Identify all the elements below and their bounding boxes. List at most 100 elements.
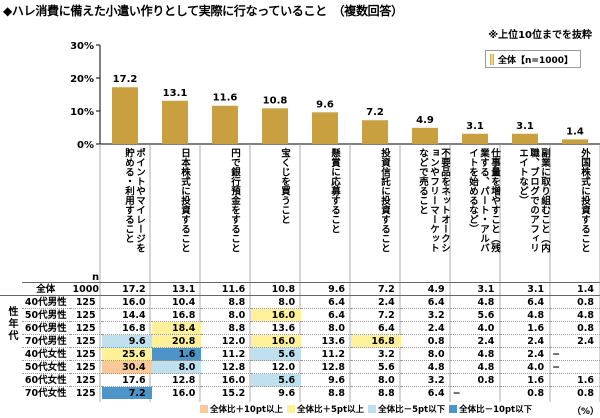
- table-cell: 17.2: [101, 282, 152, 296]
- table-cell: 7.2: [101, 386, 152, 399]
- bar-value-label: 11.6: [213, 93, 238, 104]
- row-label: 50代女性: [21, 360, 70, 374]
- bar: [412, 127, 438, 144]
- y-tick-label: 20%: [70, 74, 94, 85]
- table-cell: 4.8: [450, 360, 501, 374]
- table-cell: −: [450, 386, 501, 399]
- row-label: 70代女性: [21, 386, 70, 399]
- table-cell: 0.8: [550, 295, 600, 309]
- row-n: 125: [69, 373, 102, 387]
- top10-note: ※上位10位までを抜粋: [488, 30, 592, 41]
- table-cell: 1.4: [550, 282, 600, 296]
- bar: [312, 112, 338, 144]
- table-cell: 6.4: [301, 308, 351, 322]
- table-cell: 16.8: [101, 321, 152, 335]
- table-cell: 5.6: [251, 373, 302, 387]
- category-label: 日本株式に投資すること: [179, 148, 190, 253]
- bar-value-label: 7.2: [366, 107, 384, 118]
- unit-label: （%）: [572, 407, 600, 417]
- table-cell: 7.2: [350, 308, 401, 322]
- table-row: 50代男性 125 14.4 16.8 8.0 16.0 6.4 7.2 3.2 5.6 4.8 4.…: [0, 308, 600, 322]
- category-label: 副業に取り組むこと（内 職、ブログでのアフィリ エイトなど）: [517, 148, 550, 253]
- table-cell: 8.0: [301, 321, 351, 335]
- table-cell: 30.4: [101, 360, 152, 374]
- y-tick-label: 0%: [77, 140, 94, 151]
- table-cell: 9.6: [301, 282, 351, 296]
- category-label: 懸賞に応募すること: [329, 148, 340, 234]
- table-cell: 16.0: [251, 308, 302, 322]
- bar: [462, 133, 488, 144]
- table-row: 40代女性 125 25.6 1.6 11.2 5.6 11.2 3.2 8.0 4.8 2.4−: [0, 347, 600, 361]
- table-cell: 1.6: [550, 373, 600, 387]
- table-cell: 16.8: [151, 308, 202, 322]
- table-cell: 18.4: [151, 321, 202, 335]
- table-cell: 4.8: [500, 308, 551, 322]
- row-n: 125: [69, 334, 102, 348]
- total-row: 全体 1000 17.2 13.1 11.6 10.8 9.6 7.2 4.9 3.1 3.1 1.4: [0, 282, 600, 296]
- table-cell: 10.4: [151, 295, 202, 309]
- table-cell: 25.6: [101, 347, 152, 361]
- table-cell: 8.0: [151, 360, 202, 374]
- table-cell: 6.4: [500, 295, 551, 309]
- table-cell: 9.6: [301, 373, 351, 387]
- table-cell: 0.8: [450, 373, 501, 387]
- bar-value-label: 3.1: [466, 121, 484, 132]
- bar-value-label: 4.9: [416, 115, 434, 126]
- category-label: 外国株式に投資すること: [579, 148, 590, 253]
- table-cell: 3.1: [500, 282, 551, 296]
- table-cell: 5.6: [450, 308, 501, 322]
- legend-high10: 全体比＋10pt以上: [200, 403, 283, 415]
- bar: [512, 133, 538, 144]
- table-cell: 17.6: [101, 373, 152, 387]
- table-cell: 16.8: [350, 334, 401, 348]
- table-cell: 12.8: [201, 360, 252, 374]
- bar: [362, 120, 388, 144]
- table-cell: 6.4: [400, 386, 451, 399]
- table-cell: 0.8: [550, 386, 600, 399]
- row-n: 125: [69, 295, 102, 309]
- table-row: 60代女性 125 17.6 12.8 16.0 5.6 9.6 8.0 3.2 0.8 1.6 1.…: [0, 373, 600, 387]
- row-label: 50代男性: [21, 308, 70, 322]
- table-cell: 8.8: [350, 386, 401, 399]
- table-cell: 13.1: [151, 282, 202, 296]
- bar-value-label: 3.1: [516, 121, 534, 132]
- table-cell: 0.8: [400, 334, 451, 348]
- n-header: n: [92, 272, 100, 283]
- data-table: 全体 1000 17.2 13.1 11.6 10.8 9.6 7.2 4.9 3.1 3.1 1.4…: [0, 282, 600, 399]
- table-cell: 10.8: [251, 282, 302, 296]
- table-cell: 6.4: [301, 295, 351, 309]
- table-cell: 8.0: [400, 347, 451, 361]
- row-label: 70代男性: [21, 334, 70, 348]
- table-row: 70代女性 125 7.2 16.0 15.2 9.6 8.8 8.8 6.4−0.8 0.8: [0, 386, 600, 399]
- table-cell: 12.0: [201, 334, 252, 348]
- category-label: 不要品をネットオークシ ョンやフリーマーケット などで売ること: [417, 148, 450, 253]
- table-cell: 2.4: [400, 321, 451, 335]
- table-cell: 8.8: [201, 321, 252, 335]
- table-cell: 3.2: [400, 373, 451, 387]
- category-label: 円で銀行預金をすること: [229, 148, 240, 253]
- category-label: 宝くじを買うこと: [279, 148, 290, 224]
- table-row: 40代男性 125 16.0 10.4 8.8 8.0 6.4 2.4 6.4 4.8 6.4 0.8: [0, 295, 600, 309]
- table-cell: 12.8: [151, 373, 202, 387]
- y-tick-label: 10%: [70, 107, 94, 118]
- table-cell: 4.8: [550, 308, 600, 322]
- bar-value-label: 17.2: [113, 74, 138, 85]
- row-n: 125: [69, 347, 102, 361]
- table-cell: 12.8: [301, 360, 351, 374]
- row-label: 60代男性: [21, 321, 70, 335]
- table-cell: 16.0: [151, 386, 202, 399]
- table-cell: 1.6: [500, 321, 551, 335]
- bar-value-label: 1.4: [566, 126, 584, 137]
- bar-value-label: 9.6: [316, 99, 334, 110]
- table-row: 50代女性 125 30.4 8.0 12.8 12.0 12.8 5.6 4.8 4.8 4.0−: [0, 360, 600, 374]
- table-row: 70代男性 125 9.6 20.8 12.0 16.0 13.6 16.8 0.8 2.4 2.4…: [0, 334, 600, 348]
- table-cell: 4.8: [450, 295, 501, 309]
- table-cell: 20.8: [151, 334, 202, 348]
- table-cell: 9.6: [251, 386, 302, 399]
- table-cell: 9.6: [101, 334, 152, 348]
- table-cell: 1.6: [151, 347, 202, 361]
- table-cell: 3.1: [450, 282, 501, 296]
- y-tick-label: 30%: [70, 41, 94, 52]
- table-cell: 8.0: [350, 373, 401, 387]
